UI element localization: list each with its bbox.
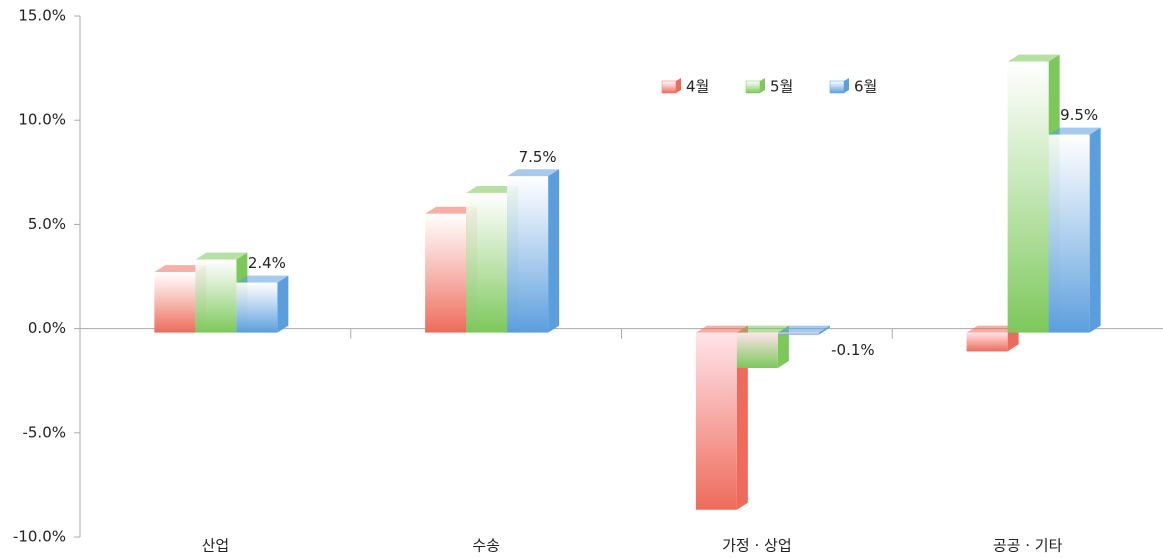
bar-front <box>777 332 819 335</box>
bar-front <box>466 192 508 333</box>
x-tick-label: 산업 <box>202 537 230 555</box>
bar <box>695 325 748 510</box>
legend-swatch-side <box>760 78 765 93</box>
bar-side <box>736 325 748 510</box>
y-tick-label: 15.0% <box>18 7 66 25</box>
bar-top <box>507 169 560 177</box>
bar-front <box>154 272 196 333</box>
bar <box>777 325 830 335</box>
bar <box>736 325 789 369</box>
legend-label: 4월 <box>686 78 709 96</box>
bar <box>507 169 560 333</box>
bar-front <box>507 176 549 333</box>
bar-top <box>236 275 289 283</box>
bar-front <box>1048 134 1090 333</box>
legend-label: 5월 <box>770 78 793 96</box>
data-label: 7.5% <box>519 148 557 166</box>
bar-front <box>425 213 467 333</box>
bar-front <box>736 332 778 369</box>
legend-label: 6월 <box>854 78 877 96</box>
x-tick-label: 가정 · 상업 <box>722 537 792 555</box>
bar-top <box>695 325 748 333</box>
bar-top <box>425 206 478 214</box>
y-tick-label: 0.0% <box>28 319 66 337</box>
y-tick-label: 5.0% <box>28 215 66 233</box>
legend-swatch <box>661 80 677 94</box>
x-tick-label: 수송 <box>472 537 500 555</box>
bar <box>236 275 289 333</box>
bar-front <box>195 259 237 333</box>
bar-side <box>277 275 289 333</box>
y-tick-label: -10.0% <box>13 528 66 546</box>
bar-front <box>1007 61 1049 333</box>
y-tick-label: -5.0% <box>22 423 66 441</box>
x-tick-label: 공공 · 기타 <box>993 537 1063 555</box>
bar-front <box>236 282 278 333</box>
legend-swatch-side <box>844 78 849 93</box>
data-label: 2.4% <box>248 254 286 272</box>
bar <box>1048 127 1101 333</box>
data-label: -0.1% <box>831 341 875 359</box>
bar-top <box>195 252 248 260</box>
bar-top <box>777 325 830 333</box>
legend-swatch-side <box>676 78 681 93</box>
bar-top <box>966 325 1019 333</box>
bar-front <box>966 332 1008 352</box>
legend-swatch <box>829 80 845 94</box>
legend-swatch <box>745 80 761 94</box>
bar-top <box>1048 127 1101 135</box>
bar-front <box>695 332 737 510</box>
bar-top <box>466 185 519 193</box>
data-label: 9.5% <box>1060 106 1098 124</box>
bar-top <box>154 265 207 273</box>
bar-side <box>777 325 789 369</box>
bar-side <box>548 169 560 333</box>
bar-side <box>1089 127 1101 333</box>
bar-top <box>1007 54 1060 62</box>
bar-side <box>818 325 830 335</box>
bar-top <box>736 325 789 333</box>
y-tick-label: 10.0% <box>18 111 66 129</box>
